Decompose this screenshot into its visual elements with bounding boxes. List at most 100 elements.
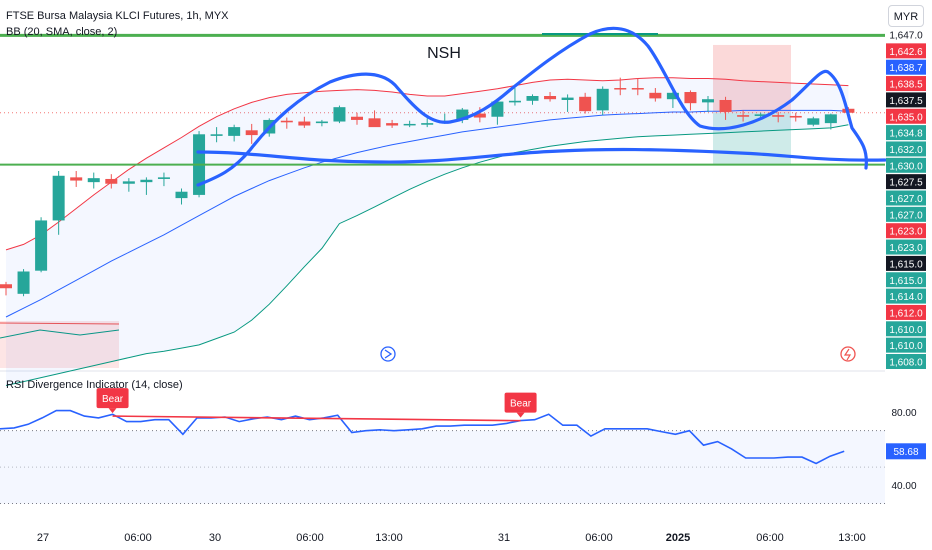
candle-body[interactable] — [333, 107, 346, 122]
price-axis-label-box — [886, 255, 926, 271]
rsi-axis-tick: 40.00 — [891, 481, 916, 492]
price-axis-label: 1,635.0 — [889, 112, 923, 123]
time-axis-tick: 13:00 — [375, 532, 403, 544]
price-axis-label: 1,627.5 — [889, 178, 923, 189]
price-axis-label-box — [886, 223, 926, 239]
pattern-label: NSH — [427, 45, 461, 62]
price-axis-label: 1,627.0 — [889, 194, 923, 205]
candle-body[interactable] — [87, 178, 100, 183]
candle-body[interactable] — [526, 96, 539, 101]
rsi-title[interactable]: RSI Divergence Indicator (14, close) — [6, 379, 183, 391]
candle-body[interactable] — [17, 271, 30, 294]
candle-body[interactable] — [228, 127, 241, 136]
candle-body[interactable] — [508, 100, 521, 103]
time-axis-tick: 30 — [209, 532, 221, 544]
time-axis-tick: 13:00 — [838, 532, 866, 544]
candle-body[interactable] — [245, 130, 258, 136]
bear-label: Bear — [510, 399, 532, 410]
time-axis-tick: 06:00 — [124, 532, 152, 544]
price-axis-label: 1,612.0 — [889, 308, 923, 319]
candle-body[interactable] — [175, 191, 188, 199]
candle-body[interactable] — [105, 178, 118, 184]
candle-body[interactable] — [579, 96, 592, 112]
rsi-line[interactable] — [0, 409, 845, 465]
candle-body[interactable] — [491, 101, 504, 117]
replay-arrow-icon — [384, 349, 393, 359]
replay-icon[interactable] — [380, 346, 396, 362]
price-axis-label: 1,615.0 — [889, 276, 923, 287]
price-axis-label-box — [886, 141, 926, 157]
price-axis-label-box — [886, 108, 926, 124]
candle-body[interactable] — [649, 92, 662, 99]
candle-body[interactable] — [737, 115, 750, 117]
price-axis-label-box — [886, 59, 926, 75]
price-axis-label-box — [886, 354, 926, 369]
alert-icon[interactable] — [840, 346, 856, 362]
candle-body[interactable] — [561, 97, 574, 100]
candle-body[interactable] — [280, 120, 293, 123]
candle-body[interactable] — [157, 177, 170, 179]
candle-body[interactable] — [473, 113, 486, 118]
nsh-drawing-neckline[interactable] — [196, 147, 887, 164]
time-axis-tick: 06:00 — [756, 532, 784, 544]
candle-body[interactable] — [596, 88, 609, 111]
price-axis-label-box — [886, 174, 926, 190]
candle-body[interactable] — [421, 123, 434, 125]
candle-body[interactable] — [351, 116, 363, 120]
candle-body[interactable] — [719, 99, 732, 112]
bear-label-pointer — [108, 408, 117, 414]
candle-body[interactable] — [70, 177, 83, 181]
rsi-last-value: 58.68 — [893, 447, 918, 458]
candle-body[interactable] — [666, 92, 679, 100]
candle-body[interactable] — [315, 121, 328, 124]
candle-body[interactable] — [386, 123, 399, 126]
candle-body[interactable] — [35, 220, 48, 271]
price-axis-label: 1,610.0 — [889, 325, 923, 336]
currency-button[interactable]: MYR — [888, 5, 924, 27]
price-axis-label-box — [886, 206, 926, 222]
rsi-axis-tick: 80.00 — [891, 408, 916, 419]
candle-body[interactable] — [368, 118, 381, 128]
candle-body[interactable] — [140, 179, 153, 183]
price-axis-label: 1,610.0 — [889, 341, 923, 352]
range-zone — [0, 321, 119, 368]
indicator-label[interactable]: BB (20, SMA, close, 2) — [6, 26, 118, 38]
price-axis-label: 1,638.5 — [889, 80, 923, 91]
bear-label-pointer — [516, 412, 525, 418]
bollinger-lower-line[interactable] — [5, 124, 849, 386]
candle-body[interactable] — [824, 114, 837, 124]
time-axis-tick: 06:00 — [296, 532, 324, 544]
price-axis-label-box — [886, 76, 926, 92]
time-axis-tick: 06:00 — [585, 532, 613, 544]
candle-body[interactable] — [754, 114, 767, 116]
bollinger-upper-line[interactable] — [5, 77, 849, 251]
candle-body[interactable] — [403, 123, 416, 126]
bear-divergence-line[interactable] — [112, 415, 521, 422]
candle-body[interactable] — [0, 284, 12, 289]
price-axis-label-box — [886, 190, 926, 206]
candle-body[interactable] — [298, 121, 311, 126]
candle-body[interactable] — [772, 115, 785, 117]
candle-body[interactable] — [456, 109, 469, 120]
candle-body[interactable] — [789, 115, 802, 118]
price-axis-label: 1,630.0 — [889, 161, 923, 172]
price-axis-label: 1,623.0 — [889, 227, 923, 238]
price-axis-label-box — [886, 321, 926, 337]
candle-body[interactable] — [807, 118, 820, 125]
price-axis-label: 1,623.0 — [889, 243, 923, 254]
price-axis-label: 1,627.0 — [889, 210, 923, 221]
candle-body[interactable] — [702, 99, 714, 103]
candle-body[interactable] — [210, 134, 223, 136]
price-axis-label: 1,637.5 — [889, 96, 923, 107]
candle-body[interactable] — [122, 181, 135, 184]
candle-body[interactable] — [614, 88, 627, 90]
candle-body[interactable] — [684, 92, 697, 104]
candle-body[interactable] — [52, 175, 65, 221]
price-axis-label-box — [886, 43, 926, 59]
price-axis-label: 1,615.0 — [889, 259, 923, 270]
nsh-drawing-upper[interactable] — [196, 26, 868, 187]
candle-body[interactable] — [631, 88, 644, 90]
price-axis-label-box — [886, 125, 926, 141]
candle-body[interactable] — [544, 96, 557, 100]
